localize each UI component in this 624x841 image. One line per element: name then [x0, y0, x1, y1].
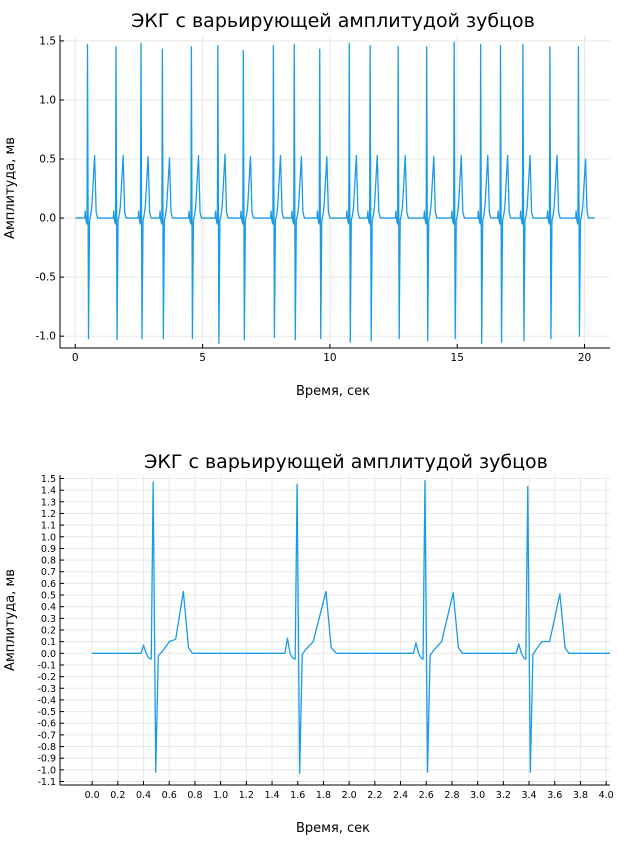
y-tick-label: -0.1: [37, 660, 56, 671]
x-tick-label: 2.2: [367, 790, 382, 801]
y-tick-label: -0.5: [36, 272, 57, 284]
x-tick-label: 1.6: [290, 790, 305, 801]
x-tick-label: 0: [72, 352, 79, 364]
chart-2: ЭКГ с варьирующей амплитудой зубцов 0.0 0…: [3, 451, 614, 836]
x-tick-label: 1.4: [264, 790, 279, 801]
y-tick-label: 0.2: [41, 626, 56, 637]
y-tick-label: 1.1: [41, 521, 56, 532]
y-tick-label: 0.0: [39, 213, 56, 225]
x-tick-label: 3.6: [547, 790, 562, 801]
x-tick-label: 2.0: [342, 790, 357, 801]
x-tick-label: 0.8: [187, 790, 202, 801]
y-tick-label: -0.3: [37, 684, 56, 695]
x-tick-label: 15: [451, 352, 464, 364]
y-tick-label: 1.0: [41, 532, 56, 543]
chart-1-ecg-line: [75, 41, 595, 344]
chart-1-x-axis-label: Время, сек: [296, 384, 370, 399]
chart-1-y-ticks: -1.0 -0.5 0.0 0.5 1.0 1.5: [36, 35, 64, 343]
chart-1-axes: [59, 35, 610, 349]
y-tick-label: -0.9: [37, 754, 56, 765]
x-tick-label: 4.0: [599, 790, 614, 801]
y-tick-label: 0.7: [41, 567, 56, 578]
chart-2-x-ticks: 0.0 0.2 0.4 0.6 0.8 1.0 1.2 1.4 1.6 1.8 2.0 2.2 2.4 2…: [85, 781, 614, 801]
chart-2-title: ЭКГ с варьирующей амплитудой зубцов: [144, 451, 548, 473]
y-tick-label: -1.1: [37, 777, 56, 788]
x-tick-label: 0.4: [136, 790, 151, 801]
y-tick-label: 1.5: [41, 474, 56, 485]
y-tick-label: 0.6: [41, 579, 56, 590]
y-tick-label: 0.5: [39, 154, 56, 166]
chart-1: ЭКГ с варьирующей амплитудой зубцов 0 5 10…: [3, 10, 610, 399]
chart-2-x-axis-label: Время, сек: [296, 821, 370, 836]
y-tick-label: 0.9: [41, 544, 56, 555]
y-tick-label: 0.1: [41, 637, 56, 648]
chart-2-y-axis-label: Амплитуда, мв: [3, 569, 18, 671]
chart-2-ecg-line: [92, 480, 610, 774]
x-tick-label: 1.0: [213, 790, 228, 801]
x-tick-label: 0.6: [162, 790, 177, 801]
x-tick-label: 2.4: [393, 790, 408, 801]
y-tick-label: 1.0: [39, 94, 56, 106]
y-tick-label: 0.5: [41, 591, 56, 602]
y-tick-label: 0.0: [41, 649, 56, 660]
y-tick-label: 1.3: [41, 497, 56, 508]
y-tick-label: 0.3: [41, 614, 56, 625]
x-tick-label: 3.2: [496, 790, 511, 801]
y-tick-label: -0.6: [37, 719, 56, 730]
y-tick-label: -0.4: [37, 695, 56, 706]
y-tick-label: 1.2: [41, 509, 56, 520]
chart-2-y-ticks: -1.1-1.0-0.9-0.8-0.7-0.6-0.5-0.4-0.3-0.2…: [37, 474, 64, 788]
y-tick-label: -1.0: [36, 331, 57, 343]
y-tick-label: 0.8: [41, 556, 56, 567]
x-tick-label: 3.8: [573, 790, 588, 801]
chart-1-title: ЭКГ с варьирующей амплитудой зубцов: [131, 10, 535, 32]
x-tick-label: 20: [578, 352, 591, 364]
y-tick-label: -0.7: [37, 730, 56, 741]
y-tick-label: -0.5: [37, 707, 56, 718]
x-tick-label: 2.6: [419, 790, 434, 801]
x-tick-label: 2.8: [444, 790, 459, 801]
y-tick-label: 1.4: [41, 486, 56, 497]
chart-1-grid: [60, 35, 610, 348]
x-tick-label: 10: [323, 352, 336, 364]
chart-1-x-ticks: 0 5 10 15 20: [72, 344, 591, 364]
y-tick-label: -1.0: [37, 765, 56, 776]
chart-1-y-axis-label: Амплитуда, мв: [3, 137, 18, 239]
x-tick-label: 0.2: [110, 790, 125, 801]
x-tick-label: 5: [199, 352, 206, 364]
y-tick-label: 0.4: [41, 602, 56, 613]
y-tick-label: -0.2: [37, 672, 56, 683]
y-tick-label: 1.5: [39, 35, 56, 47]
x-tick-label: 3.0: [470, 790, 485, 801]
y-tick-label: -0.8: [37, 742, 56, 753]
x-tick-label: 0.0: [85, 790, 100, 801]
x-tick-label: 3.4: [521, 790, 536, 801]
x-tick-label: 1.8: [316, 790, 331, 801]
x-tick-label: 1.2: [239, 790, 254, 801]
